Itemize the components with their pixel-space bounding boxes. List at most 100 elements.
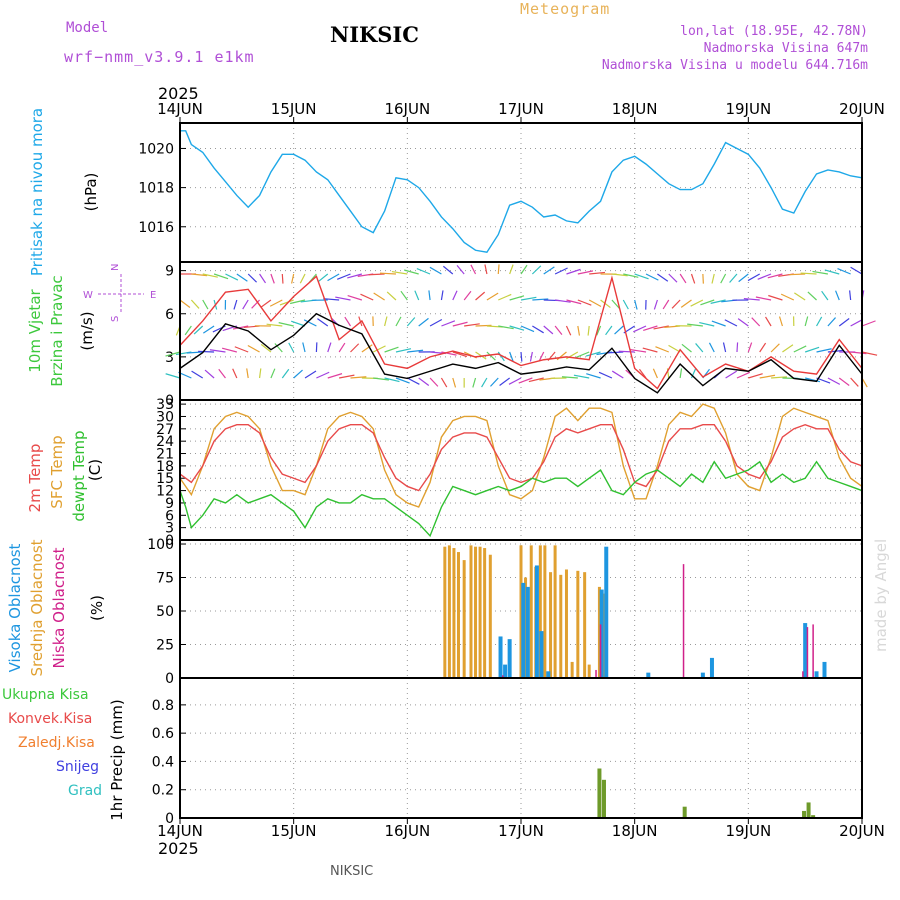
wind-barb (336, 273, 351, 280)
bottom-date-tick-label: 18JUN (612, 822, 658, 840)
wind-barb (350, 343, 360, 353)
mid-cloud-bar (570, 661, 574, 678)
wind-barb (708, 342, 715, 353)
wind-barb (679, 273, 687, 284)
wind-barb (193, 325, 204, 335)
wind-barb (768, 294, 783, 301)
wind-barb (520, 351, 523, 362)
y-tick-label: 1018 (138, 181, 174, 197)
y-tick-label: 3 (165, 350, 174, 366)
wind-barb (497, 264, 500, 275)
wind-barb (204, 369, 215, 379)
model-name: wrf−nmm_v3.9.1 e1km (64, 48, 255, 66)
y-tick-label: 33 (156, 397, 174, 413)
wind-barb (611, 299, 620, 309)
wind-barb (429, 377, 439, 387)
model-label: Model (66, 20, 109, 36)
mid-cloud-bar (469, 545, 473, 678)
low-cloud-bar (599, 624, 602, 678)
wind-barb (327, 273, 340, 282)
wind-barb (596, 325, 602, 336)
wind-barb (497, 351, 505, 362)
mid-cloud-bar (478, 546, 482, 678)
mid-cloud-bar (538, 545, 542, 678)
wind-barb (350, 376, 367, 379)
wind-barb (577, 325, 581, 336)
mid-cloud-bar (587, 664, 591, 678)
wind-barb (498, 325, 514, 330)
mid-cloud-bar (602, 593, 606, 678)
mid-cloud-bar (559, 574, 563, 678)
wind-barb (598, 371, 613, 379)
wind-barb (347, 295, 363, 301)
wind-barb (657, 273, 669, 282)
wind-barb (575, 351, 590, 358)
y-tick-label: 12 (156, 484, 174, 500)
watermark: made by Angel (872, 539, 890, 652)
wind-barb (428, 290, 431, 301)
wind-barb (418, 377, 430, 386)
low-cloud-bar (682, 564, 685, 678)
mid-cloud-bar (447, 545, 451, 678)
top-date-tick-label: 19JUN (725, 100, 771, 118)
mid-cloud-bar (576, 570, 580, 678)
y-tick-label: 0 (165, 671, 174, 687)
wind-barb (543, 266, 555, 275)
wind-barb (360, 293, 374, 301)
wind-barb (611, 273, 628, 277)
sfc-temp-line (179, 403, 863, 508)
low-cloud-bar (595, 669, 597, 678)
wind-barb (680, 299, 692, 308)
y-tick-label: 0 (165, 393, 174, 409)
wind-barb (484, 264, 488, 275)
wind-barb (234, 346, 249, 353)
wind-barb (400, 290, 408, 301)
wind-barb (202, 299, 209, 310)
precip-legend-item: Snijeg (56, 759, 99, 775)
wind-barb (861, 351, 878, 356)
wind-barb (403, 269, 419, 275)
y-tick-label: 0 (165, 811, 174, 827)
wind-barb (611, 370, 624, 379)
wind-barb (386, 291, 397, 301)
lonlat-label: lon,lat (18.95E, 42.78N) (680, 24, 868, 39)
meteogram-title: Meteogram (520, 0, 611, 18)
wind-barb (751, 317, 761, 327)
wind-barb (700, 299, 715, 306)
high-cloud-bar (822, 661, 827, 678)
wind-barb (634, 299, 638, 310)
wind-barb (274, 343, 283, 353)
wind-barb (289, 299, 306, 305)
wind-barb (429, 266, 442, 275)
wind-unit-label: (m/s) (78, 311, 96, 350)
wind-barb (260, 299, 272, 308)
mid-cloud-bar (474, 546, 478, 678)
wind-barb (655, 346, 669, 353)
wind-barb (339, 374, 355, 379)
wind-barb (303, 319, 317, 327)
wind-barb (198, 350, 215, 353)
wind-barb (358, 316, 363, 327)
wind-barb (765, 316, 772, 327)
dewpoint-axis-title: dewpt Temp (70, 430, 88, 521)
wind-barb (755, 296, 772, 301)
wind-barb (372, 345, 386, 353)
wind-barb (724, 319, 738, 327)
y-tick-label: 25 (156, 638, 174, 654)
wind-barb (270, 273, 275, 284)
precip-bar (682, 806, 687, 818)
wind-barb (452, 321, 468, 327)
bottom-year-label: 2025 (158, 839, 199, 858)
wind-barb (528, 377, 544, 383)
wind-barb (191, 370, 204, 379)
sfc-temp-axis-title: SFC Temp (48, 435, 66, 508)
wind-barb (668, 344, 681, 353)
wind-barb (736, 342, 739, 353)
top-date-tick-label: 17JUN (498, 100, 544, 118)
wind-barb (729, 273, 738, 283)
cloud-unit-label: (%) (88, 595, 106, 621)
top-date-tick-label: 14JUN (157, 100, 203, 118)
wind-barb (587, 325, 590, 336)
wind-barb (190, 299, 200, 309)
mid-cloud-bar (583, 572, 587, 678)
